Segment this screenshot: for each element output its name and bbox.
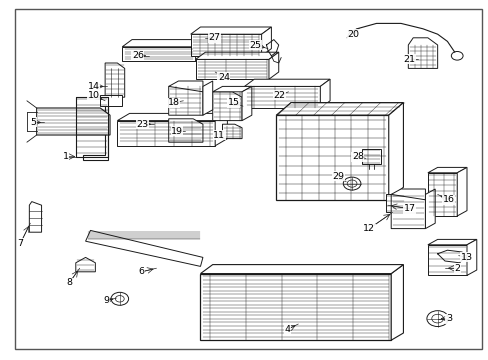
Polygon shape [427,239,476,245]
Polygon shape [168,86,203,115]
Polygon shape [105,63,124,97]
Circle shape [346,180,356,187]
Polygon shape [268,52,278,79]
Bar [386,194,404,212]
Polygon shape [390,194,425,229]
Polygon shape [427,245,466,275]
Polygon shape [200,265,403,274]
Text: 10: 10 [88,91,100,100]
Text: 25: 25 [249,40,261,49]
Polygon shape [427,167,466,173]
Text: 12: 12 [363,224,374,233]
Polygon shape [203,81,212,115]
Text: 18: 18 [167,98,179,107]
Polygon shape [456,167,466,216]
Circle shape [115,296,124,302]
Text: 1: 1 [63,152,69,161]
Polygon shape [320,79,329,108]
Polygon shape [425,189,434,229]
Circle shape [111,292,128,305]
Polygon shape [168,81,203,92]
Polygon shape [76,257,95,272]
Text: 14: 14 [88,82,100,91]
Polygon shape [388,103,403,200]
Text: 8: 8 [66,278,72,287]
Text: 7: 7 [18,238,23,248]
Polygon shape [244,86,320,108]
Text: 6: 6 [139,267,144,276]
Text: 23: 23 [137,120,148,129]
Polygon shape [195,52,278,59]
Polygon shape [117,113,227,121]
Text: 9: 9 [103,296,109,305]
Text: 13: 13 [460,253,472,262]
Polygon shape [190,27,271,34]
Text: 21: 21 [403,55,415,64]
Polygon shape [242,86,251,121]
Text: 20: 20 [346,30,358,39]
Text: 5: 5 [30,118,36,127]
Circle shape [343,177,360,190]
Text: 3: 3 [445,314,451,323]
Circle shape [450,51,462,60]
Polygon shape [195,59,268,79]
Bar [276,115,388,200]
Text: 27: 27 [208,33,220,42]
Polygon shape [168,119,203,142]
Text: 17: 17 [403,204,415,213]
Polygon shape [276,103,403,115]
Polygon shape [466,239,476,275]
Polygon shape [37,108,110,135]
Polygon shape [83,97,107,160]
Text: 4: 4 [284,325,290,334]
Polygon shape [215,113,227,146]
Bar [100,95,122,106]
Polygon shape [427,173,456,216]
Text: 29: 29 [332,172,344,181]
Bar [361,149,381,164]
Text: 28: 28 [351,152,363,161]
Polygon shape [122,40,205,47]
Polygon shape [390,189,425,200]
Polygon shape [29,202,41,232]
Text: 16: 16 [442,195,454,204]
Text: 19: 19 [171,127,183,136]
Polygon shape [390,265,403,340]
Text: 2: 2 [453,264,459,273]
Polygon shape [195,40,205,61]
Polygon shape [212,92,242,121]
Polygon shape [212,86,251,92]
Text: 15: 15 [227,98,239,107]
Polygon shape [222,124,242,139]
Circle shape [431,314,443,323]
Polygon shape [190,34,261,56]
Bar [200,274,390,340]
Text: 11: 11 [213,130,224,139]
Polygon shape [261,27,271,56]
Text: 26: 26 [132,51,143,60]
Polygon shape [244,79,329,86]
Text: 22: 22 [273,91,285,100]
Circle shape [426,311,447,327]
Text: 24: 24 [218,73,229,82]
Polygon shape [85,230,203,266]
Polygon shape [117,121,215,146]
Polygon shape [122,47,195,61]
Polygon shape [407,38,437,68]
